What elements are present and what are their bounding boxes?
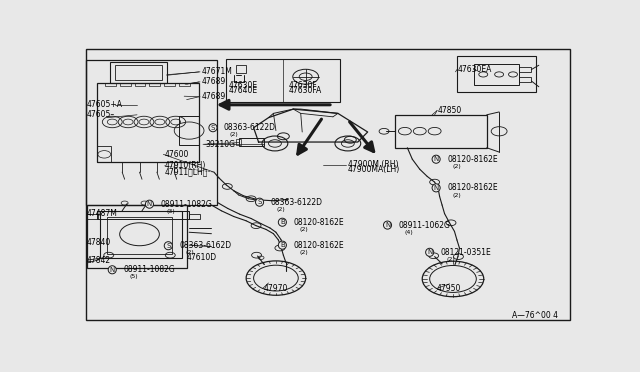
Text: 47950: 47950 (437, 284, 461, 293)
Text: 47600: 47600 (164, 150, 189, 159)
Text: 47630E: 47630E (229, 81, 258, 90)
Bar (134, 83, 145, 86)
Text: (2): (2) (453, 193, 461, 198)
Text: 47630FA: 47630FA (288, 86, 321, 95)
Bar (395, 115, 487, 148)
Bar (179, 83, 190, 86)
Text: 08363-6122D: 08363-6122D (271, 198, 323, 207)
Text: 47911〈LH〉: 47911〈LH〉 (164, 167, 208, 176)
Text: (2): (2) (230, 132, 239, 137)
Bar (88, 214, 99, 219)
Text: (4): (4) (404, 230, 413, 235)
Bar (164, 83, 175, 86)
Text: A—76^00 4: A—76^00 4 (511, 311, 557, 320)
Bar (105, 83, 116, 86)
Text: 47840: 47840 (87, 238, 111, 247)
Text: 47640E: 47640E (229, 86, 258, 95)
Bar (97, 146, 111, 162)
Bar (227, 59, 340, 102)
Text: 47842: 47842 (87, 256, 111, 264)
Text: 47850: 47850 (438, 106, 462, 115)
Bar (88, 205, 187, 268)
Bar (115, 65, 162, 80)
Text: 47605–: 47605– (87, 110, 115, 119)
Text: 47610D: 47610D (187, 253, 217, 262)
Text: 47910(RH): 47910(RH) (164, 161, 205, 170)
Text: S: S (257, 199, 262, 205)
Text: 08911-1082G: 08911-1082G (161, 200, 212, 209)
Bar (108, 217, 172, 254)
Text: 47689: 47689 (202, 92, 226, 101)
Text: (3): (3) (166, 209, 175, 214)
Bar (519, 77, 531, 83)
Text: 08911-1082G: 08911-1082G (123, 265, 175, 274)
Text: N: N (433, 156, 439, 162)
Text: N: N (427, 249, 432, 255)
Text: N: N (147, 201, 152, 207)
Text: N: N (433, 185, 439, 191)
Text: 08120-8162E: 08120-8162E (293, 241, 344, 250)
Bar (97, 211, 189, 219)
Text: 08121-0351E: 08121-0351E (440, 248, 492, 257)
Text: 47630F: 47630F (288, 81, 317, 90)
Text: 47689: 47689 (202, 77, 226, 86)
Bar (474, 64, 519, 85)
Text: 08363-6122D: 08363-6122D (224, 123, 276, 132)
Bar (457, 56, 536, 92)
Text: 08363-6162D: 08363-6162D (179, 241, 231, 250)
Text: S: S (211, 125, 215, 131)
Text: (2): (2) (453, 164, 461, 169)
Text: 47630EA: 47630EA (458, 65, 492, 74)
Text: 47900MA(LH): 47900MA(LH) (348, 165, 400, 174)
Text: 08120-8162E: 08120-8162E (447, 183, 498, 192)
Bar (236, 139, 241, 145)
Text: 47900M (RH): 47900M (RH) (348, 160, 398, 169)
Text: 47605+A: 47605+A (87, 100, 123, 109)
Text: (2): (2) (300, 227, 308, 232)
Bar (239, 138, 264, 146)
Text: (2): (2) (276, 207, 285, 212)
Text: 08120-8162E: 08120-8162E (447, 155, 498, 164)
Bar (150, 83, 161, 86)
Bar (189, 214, 200, 219)
Text: 08120-8162E: 08120-8162E (293, 218, 344, 227)
Text: 47970: 47970 (264, 284, 288, 293)
Text: 39210G: 39210G (205, 140, 235, 149)
Text: 47671M: 47671M (202, 67, 232, 76)
Text: (5): (5) (129, 275, 138, 279)
Text: B: B (280, 219, 285, 225)
Bar (100, 211, 182, 258)
Text: S: S (166, 243, 170, 249)
Text: (2): (2) (300, 250, 308, 255)
Bar (110, 62, 167, 83)
Bar (120, 83, 131, 86)
Bar (179, 116, 199, 145)
Text: B: B (280, 242, 285, 248)
Bar (519, 67, 531, 73)
Text: 47487M: 47487M (87, 209, 118, 218)
Bar (97, 83, 199, 162)
Text: 08911-1062G: 08911-1062G (399, 221, 451, 230)
Bar (86, 60, 218, 205)
Text: N: N (385, 222, 390, 228)
Text: N: N (109, 267, 115, 273)
Text: (2): (2) (447, 257, 455, 262)
Bar (236, 65, 246, 73)
Text: (2): (2) (185, 250, 194, 256)
